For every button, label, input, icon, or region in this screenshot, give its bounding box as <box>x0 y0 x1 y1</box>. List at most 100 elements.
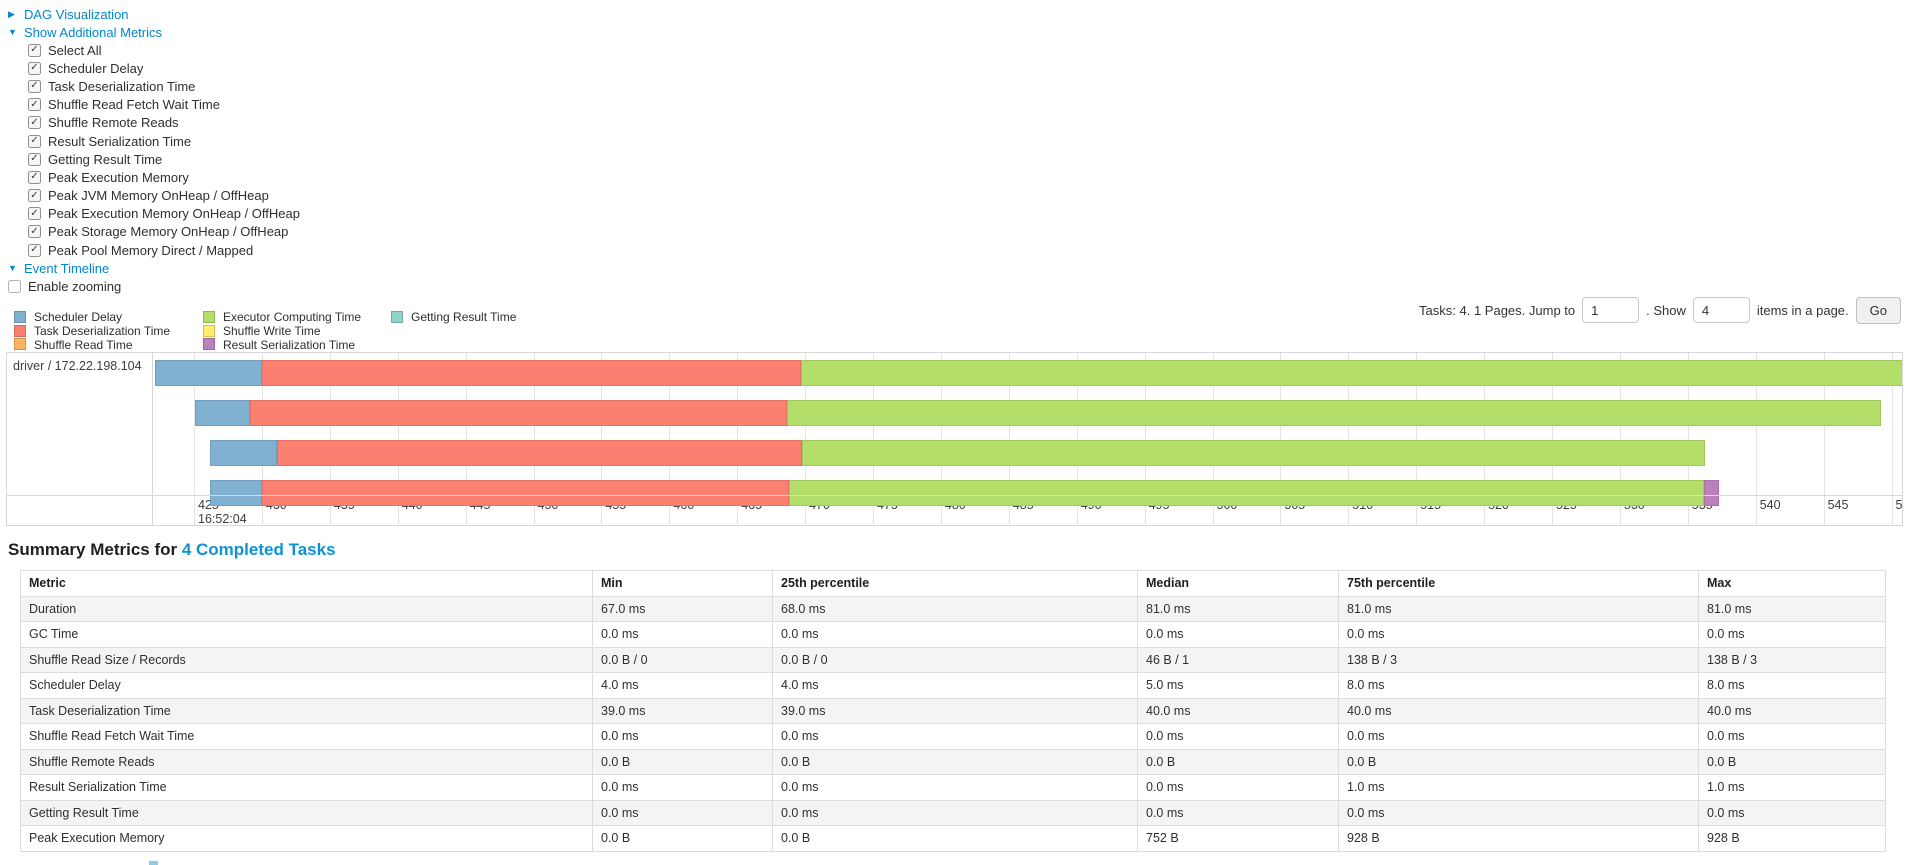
metric-name-cell: Shuffle Read Fetch Wait Time <box>20 723 593 750</box>
metric-value-cell: 928 B <box>1698 825 1886 852</box>
checked-checkbox[interactable]: ✓ <box>28 225 41 239</box>
table-row: Shuffle Remote Reads 0.0 B 0.0 B 0.0 B 0.0 B… <box>20 748 1886 775</box>
task-bar-segment-executor_computing[interactable] <box>802 440 1706 466</box>
show-additional-metrics-label: Show Additional Metrics <box>24 24 163 40</box>
checked-checkbox[interactable]: ✓ <box>28 243 41 257</box>
task-bar-segment-scheduler_delay[interactable] <box>195 400 250 426</box>
enable-zooming-label: Enable zooming <box>28 278 122 294</box>
axis-gridline <box>1076 353 1078 525</box>
axis-tick-label: 540 <box>1759 498 1781 512</box>
axis-gridline <box>1348 353 1350 525</box>
task-bar-segment-task_deserialization[interactable] <box>276 440 803 466</box>
metric-name-cell: Duration <box>20 595 593 622</box>
axis-gridline <box>329 353 331 525</box>
enable-zooming-row: Enable zooming <box>8 277 300 295</box>
table-header-row: Metric Min 25th percentile Median 75th perce… <box>20 570 1886 597</box>
checked-checkbox[interactable]: ✓ <box>28 189 41 203</box>
task-bar-segment-executor_computing[interactable] <box>787 400 1881 426</box>
task-bar-segment-executor_computing[interactable] <box>801 360 1902 386</box>
metric-name-cell: Shuffle Read Size / Records <box>20 646 593 673</box>
summary-metrics-heading: Summary Metrics for 4 Completed Tasks <box>8 540 336 560</box>
axis-gridline <box>533 353 535 525</box>
axis-gridline <box>261 353 263 525</box>
table-column-header: Median <box>1137 570 1339 597</box>
table-row: Duration 67.0 ms 68.0 ms 81.0 ms 81.0 ms 81.0… <box>20 595 1886 622</box>
task-bar-segment-task_deserialization[interactable] <box>261 360 802 386</box>
metric-checkbox-label: Scheduler Delay <box>48 60 144 76</box>
checked-checkbox[interactable]: ✓ <box>28 152 41 166</box>
task-bar-segment-result_serialization[interactable] <box>1704 480 1720 506</box>
axis-gridline <box>1144 353 1146 525</box>
metric-checkbox-label: Peak Execution Memory OnHeap / OffHeap <box>48 206 300 222</box>
completed-tasks-link[interactable]: 4 Completed Tasks <box>181 540 336 559</box>
axis-gridline <box>1416 353 1418 525</box>
axis-gridline <box>1008 353 1010 525</box>
metric-value-cell: 81.0 ms <box>1338 595 1699 622</box>
checked-checkbox[interactable]: ✓ <box>28 207 41 221</box>
task-bar-segment-executor_computing[interactable] <box>788 480 1705 506</box>
metric-value-cell: 0.0 ms <box>772 774 1138 801</box>
table-row: Scheduler Delay 4.0 ms 4.0 ms 5.0 ms 8.0 ms 8… <box>20 672 1886 699</box>
event-timeline-toggle[interactable]: ▼ Event Timeline <box>8 259 300 277</box>
metric-value-cell: 40.0 ms <box>1338 697 1699 724</box>
task-pagination: Tasks: 4. 1 Pages. Jump to . Show items … <box>1419 295 1901 325</box>
checked-checkbox[interactable]: ✓ <box>28 134 41 148</box>
timeline-plot-area[interactable]: 4254304354404454504554604654704754804854… <box>154 353 1902 525</box>
checked-checkbox[interactable]: ✓ <box>28 43 41 57</box>
checked-checkbox[interactable]: ✓ <box>28 116 41 130</box>
metric-value-cell: 4.0 ms <box>592 672 773 699</box>
chevron-right-icon: ▶ <box>8 8 15 19</box>
legend-column: Scheduler Delay Task Deserialization Time… <box>14 309 203 352</box>
timeline-group-label: driver / 172.22.198.104 <box>13 359 142 373</box>
metric-checkbox-row: ✓ Peak Pool Memory Direct / Mapped <box>28 241 300 259</box>
metric-value-cell: 0.0 ms <box>1698 799 1886 826</box>
items-per-page-input[interactable] <box>1692 297 1750 323</box>
task-bar-segment-task_deserialization[interactable] <box>261 480 789 506</box>
axis-tick-label: 545 <box>1827 498 1849 512</box>
axis-gridline <box>805 353 807 525</box>
metric-value-cell: 0.0 B <box>1137 748 1339 775</box>
metric-value-cell: 138 B / 3 <box>1338 646 1699 673</box>
go-button[interactable]: Go <box>1855 296 1901 324</box>
metric-value-cell: 0.0 B <box>1338 748 1699 775</box>
metric-value-cell: 46 B / 1 <box>1137 646 1339 673</box>
axis-gridline <box>465 353 467 525</box>
dag-visualization-toggle[interactable]: ▶ DAG Visualization <box>8 5 300 23</box>
dag-visualization-label: DAG Visualization <box>24 6 129 22</box>
chevron-down-icon: ▼ <box>8 27 17 37</box>
partial-element-bottom <box>149 861 158 865</box>
metric-checkbox-row: ✓ Peak Storage Memory OnHeap / OffHeap <box>28 223 300 241</box>
legend-label: Scheduler Delay <box>34 309 123 324</box>
task-bar-segment-scheduler_delay[interactable] <box>154 360 262 386</box>
enable-zooming-checkbox[interactable] <box>8 279 21 293</box>
checked-checkbox[interactable]: ✓ <box>28 61 41 75</box>
metric-checkbox-row: ✓ Task Deserialization Time <box>28 77 300 95</box>
metric-value-cell: 0.0 ms <box>592 774 773 801</box>
metric-checkbox-row: ✓ Peak Execution Memory <box>28 168 300 186</box>
task-bar-segment-scheduler_delay[interactable] <box>210 440 277 466</box>
checked-checkbox[interactable]: ✓ <box>28 170 41 184</box>
axis-gridline <box>601 353 603 525</box>
axis-gridline <box>194 353 195 525</box>
task-bar-segment-task_deserialization[interactable] <box>249 400 788 426</box>
pagination-prefix: Tasks: 4. 1 Pages. Jump to <box>1419 302 1576 318</box>
legend-swatch-icon <box>14 324 26 337</box>
legend-label: Shuffle Read Time <box>34 337 133 352</box>
show-additional-metrics-toggle[interactable]: ▼ Show Additional Metrics <box>8 23 300 41</box>
metric-value-cell: 0.0 ms <box>1137 774 1339 801</box>
axis-gridline <box>669 353 671 525</box>
metric-value-cell: 5.0 ms <box>1137 672 1339 699</box>
axis-gridline <box>1212 353 1214 525</box>
jump-to-page-input[interactable] <box>1582 297 1640 323</box>
metric-name-cell: Scheduler Delay <box>20 672 593 699</box>
axis-time-label: 16:52:04 <box>198 512 247 525</box>
legend-label: Executor Computing Time <box>223 309 362 324</box>
metric-name-cell: Result Serialization Time <box>20 774 593 801</box>
checked-checkbox[interactable]: ✓ <box>28 98 41 112</box>
task-bar-segment-scheduler_delay[interactable] <box>210 480 262 506</box>
metric-value-cell: 0.0 ms <box>592 621 773 648</box>
checked-checkbox[interactable]: ✓ <box>28 79 41 93</box>
legend-label: Getting Result Time <box>411 309 517 324</box>
axis-gridline <box>940 353 942 525</box>
legend-swatch-icon <box>203 338 215 351</box>
